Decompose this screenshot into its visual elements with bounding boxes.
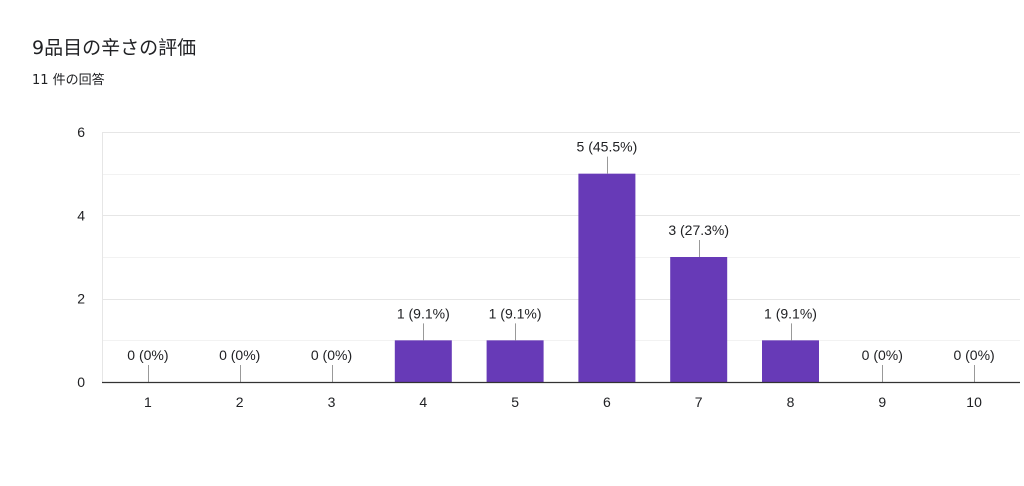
x-tick-label: 5 [511, 394, 519, 410]
x-tick-label: 4 [419, 394, 427, 410]
y-axis-ticks: 0 2 4 6 [77, 124, 85, 390]
y-tick-label: 0 [77, 374, 85, 390]
y-tick-label: 4 [77, 207, 85, 223]
x-tick-label: 2 [236, 394, 244, 410]
data-label-leaders [148, 156, 975, 382]
data-label: 0 (0%) [311, 347, 352, 363]
data-label: 0 (0%) [219, 347, 260, 363]
x-tick-label: 1 [144, 394, 152, 410]
bar [670, 257, 728, 382]
bar [578, 173, 636, 382]
x-tick-label: 8 [787, 394, 795, 410]
data-label: 1 (9.1%) [397, 305, 450, 321]
chart-title: 9品目の辛さの評価 [32, 37, 197, 59]
data-label: 0 (0%) [953, 347, 994, 363]
data-label: 0 (0%) [127, 347, 168, 363]
x-axis-ticks: 1 2 3 4 5 6 7 8 9 10 [144, 394, 982, 410]
bars [394, 173, 819, 382]
y-tick-label: 2 [77, 291, 85, 307]
data-label: 3 (27.3%) [668, 222, 729, 238]
bar [762, 340, 819, 382]
data-labels: 0 (0%) 0 (0%) 0 (0%) 1 (9.1%) 1 (9.1%) 5 (45.… [127, 139, 994, 363]
bar [394, 340, 452, 382]
data-label: 1 (9.1%) [764, 305, 817, 321]
x-tick-label: 10 [966, 394, 982, 410]
x-tick-label: 7 [695, 394, 703, 410]
y-tick-label: 6 [77, 124, 85, 140]
bar [486, 340, 544, 382]
grid-lines [102, 132, 1020, 382]
x-tick-label: 3 [328, 394, 336, 410]
x-tick-label: 9 [878, 394, 886, 410]
data-label: 1 (9.1%) [489, 305, 542, 321]
x-tick-label: 6 [603, 394, 611, 410]
response-count: 11 件の回答 [32, 73, 105, 88]
data-label: 0 (0%) [862, 347, 903, 363]
data-label: 5 (45.5%) [577, 139, 638, 155]
